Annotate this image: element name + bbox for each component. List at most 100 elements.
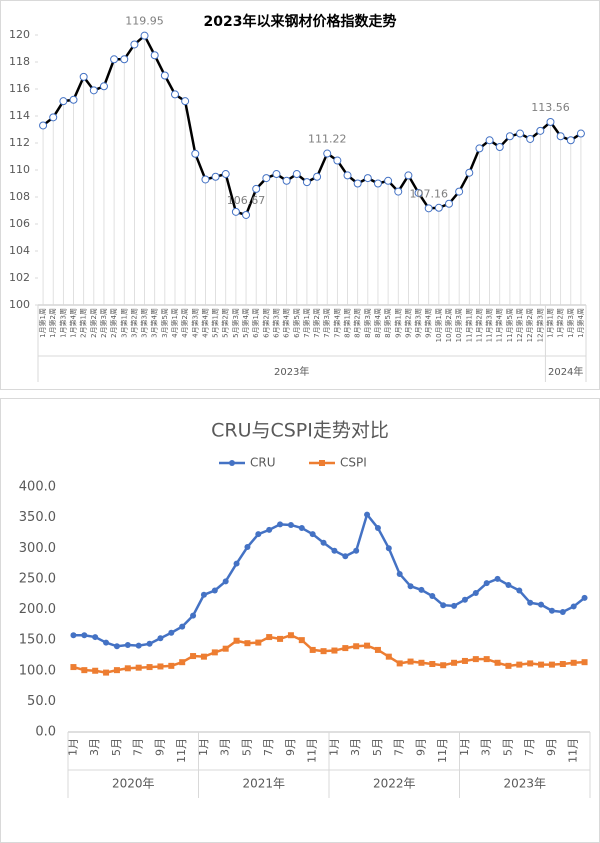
marker [548, 661, 555, 668]
x-tick-label: 7月第3周 [322, 308, 331, 338]
x-tick-label: 6月第2周 [261, 308, 270, 338]
x-tick-label: 1月第4周 [69, 308, 78, 338]
x-tick-label: 11月 [436, 738, 449, 763]
marker [130, 40, 139, 49]
x-tick-label: 4月第3周 [190, 308, 199, 338]
marker [120, 55, 129, 64]
group-label: 2023年 [274, 365, 309, 378]
x-tick-label: 1月第1周 [38, 308, 47, 338]
marker [451, 602, 458, 609]
marker [221, 170, 230, 179]
marker [309, 646, 316, 653]
marker [302, 178, 311, 187]
marker [394, 187, 403, 196]
marker [39, 121, 48, 130]
x-tick-label: 5月第4周 [241, 308, 250, 338]
marker [396, 660, 403, 667]
x-tick-label: 10月第3周 [454, 308, 463, 342]
marker [255, 531, 262, 538]
marker [538, 661, 545, 668]
group-label: 2020年 [112, 777, 155, 791]
x-tick-label: 11月第1周 [464, 308, 473, 342]
x-tick-label: 9月第4周 [424, 308, 433, 338]
x-tick-label: 5月 [240, 738, 253, 756]
y-tick-label: 200.0 [19, 602, 56, 617]
x-tick-label: 5月第1周 [211, 308, 220, 338]
marker [527, 599, 534, 606]
marker [363, 174, 372, 183]
group-label: 2021年 [242, 777, 285, 791]
data-label: 106.67 [227, 194, 266, 207]
marker [222, 578, 229, 585]
marker [485, 136, 494, 145]
marker [168, 662, 175, 669]
marker [103, 669, 110, 676]
marker [160, 71, 169, 80]
x-tick-label: 11月第3周 [485, 308, 494, 342]
x-tick-label: 7月 [132, 738, 145, 756]
marker [200, 653, 207, 660]
marker [576, 129, 585, 138]
marker [373, 179, 382, 188]
marker [475, 144, 484, 153]
marker [505, 662, 512, 669]
marker [298, 637, 305, 644]
x-tick-label: 2月第2周 [89, 308, 98, 338]
marker [168, 629, 175, 636]
marker [190, 612, 197, 619]
marker [440, 662, 447, 669]
marker [385, 653, 392, 660]
marker [190, 653, 197, 660]
x-tick-label: 8月第3周 [363, 308, 372, 338]
marker [581, 594, 588, 601]
x-tick-label: 8月第4周 [373, 308, 382, 338]
x-tick-label: 8月第5周 [383, 308, 392, 338]
x-tick-label: 9月 [153, 738, 166, 756]
y-tick-label: 300.0 [19, 541, 56, 556]
marker [320, 648, 327, 655]
marker [70, 664, 77, 671]
y-tick-label: 112 [9, 136, 30, 149]
marker [353, 179, 362, 188]
legend-label: CSPI [340, 456, 367, 470]
marker [516, 129, 525, 138]
x-tick-label: 11月 [306, 738, 319, 763]
chart-title: CRU与CSPI走势对比 [211, 420, 389, 442]
legend-marker [319, 460, 325, 466]
group-label: 2023年 [503, 777, 546, 791]
y-tick-label: 50.0 [27, 694, 56, 709]
marker [483, 580, 490, 587]
data-label: 119.95 [125, 15, 164, 28]
marker [385, 545, 392, 552]
marker [244, 640, 251, 647]
x-tick-label: 3月第5周 [160, 308, 169, 338]
marker [287, 521, 294, 528]
x-tick-label: 9月第1周 [393, 308, 402, 338]
x-tick-label: 11月第5周 [505, 308, 514, 342]
x-tick-label: 1月第2周 [48, 308, 57, 338]
y-tick-label: 350.0 [19, 510, 56, 525]
marker [292, 170, 301, 179]
marker [516, 587, 523, 594]
marker [233, 560, 240, 567]
marker [461, 657, 468, 664]
marker [407, 658, 414, 665]
x-tick-label: 4月第1周 [170, 308, 179, 338]
marker [527, 660, 534, 667]
marker [333, 156, 342, 165]
marker [465, 168, 474, 177]
x-tick-label: 5月 [501, 738, 514, 756]
marker [113, 643, 120, 650]
marker [103, 639, 110, 646]
marker [113, 667, 120, 674]
marker [150, 51, 159, 60]
marker [414, 188, 423, 197]
marker [309, 531, 316, 538]
x-tick-label: 12月第1周 [515, 308, 524, 342]
x-tick-label: 12月第2周 [525, 308, 534, 342]
x-tick-label: 3月 [88, 738, 101, 756]
marker [472, 589, 479, 596]
x-tick-label: 7月第4周 [332, 308, 341, 338]
x-tick-label: 4月第2周 [180, 308, 189, 338]
